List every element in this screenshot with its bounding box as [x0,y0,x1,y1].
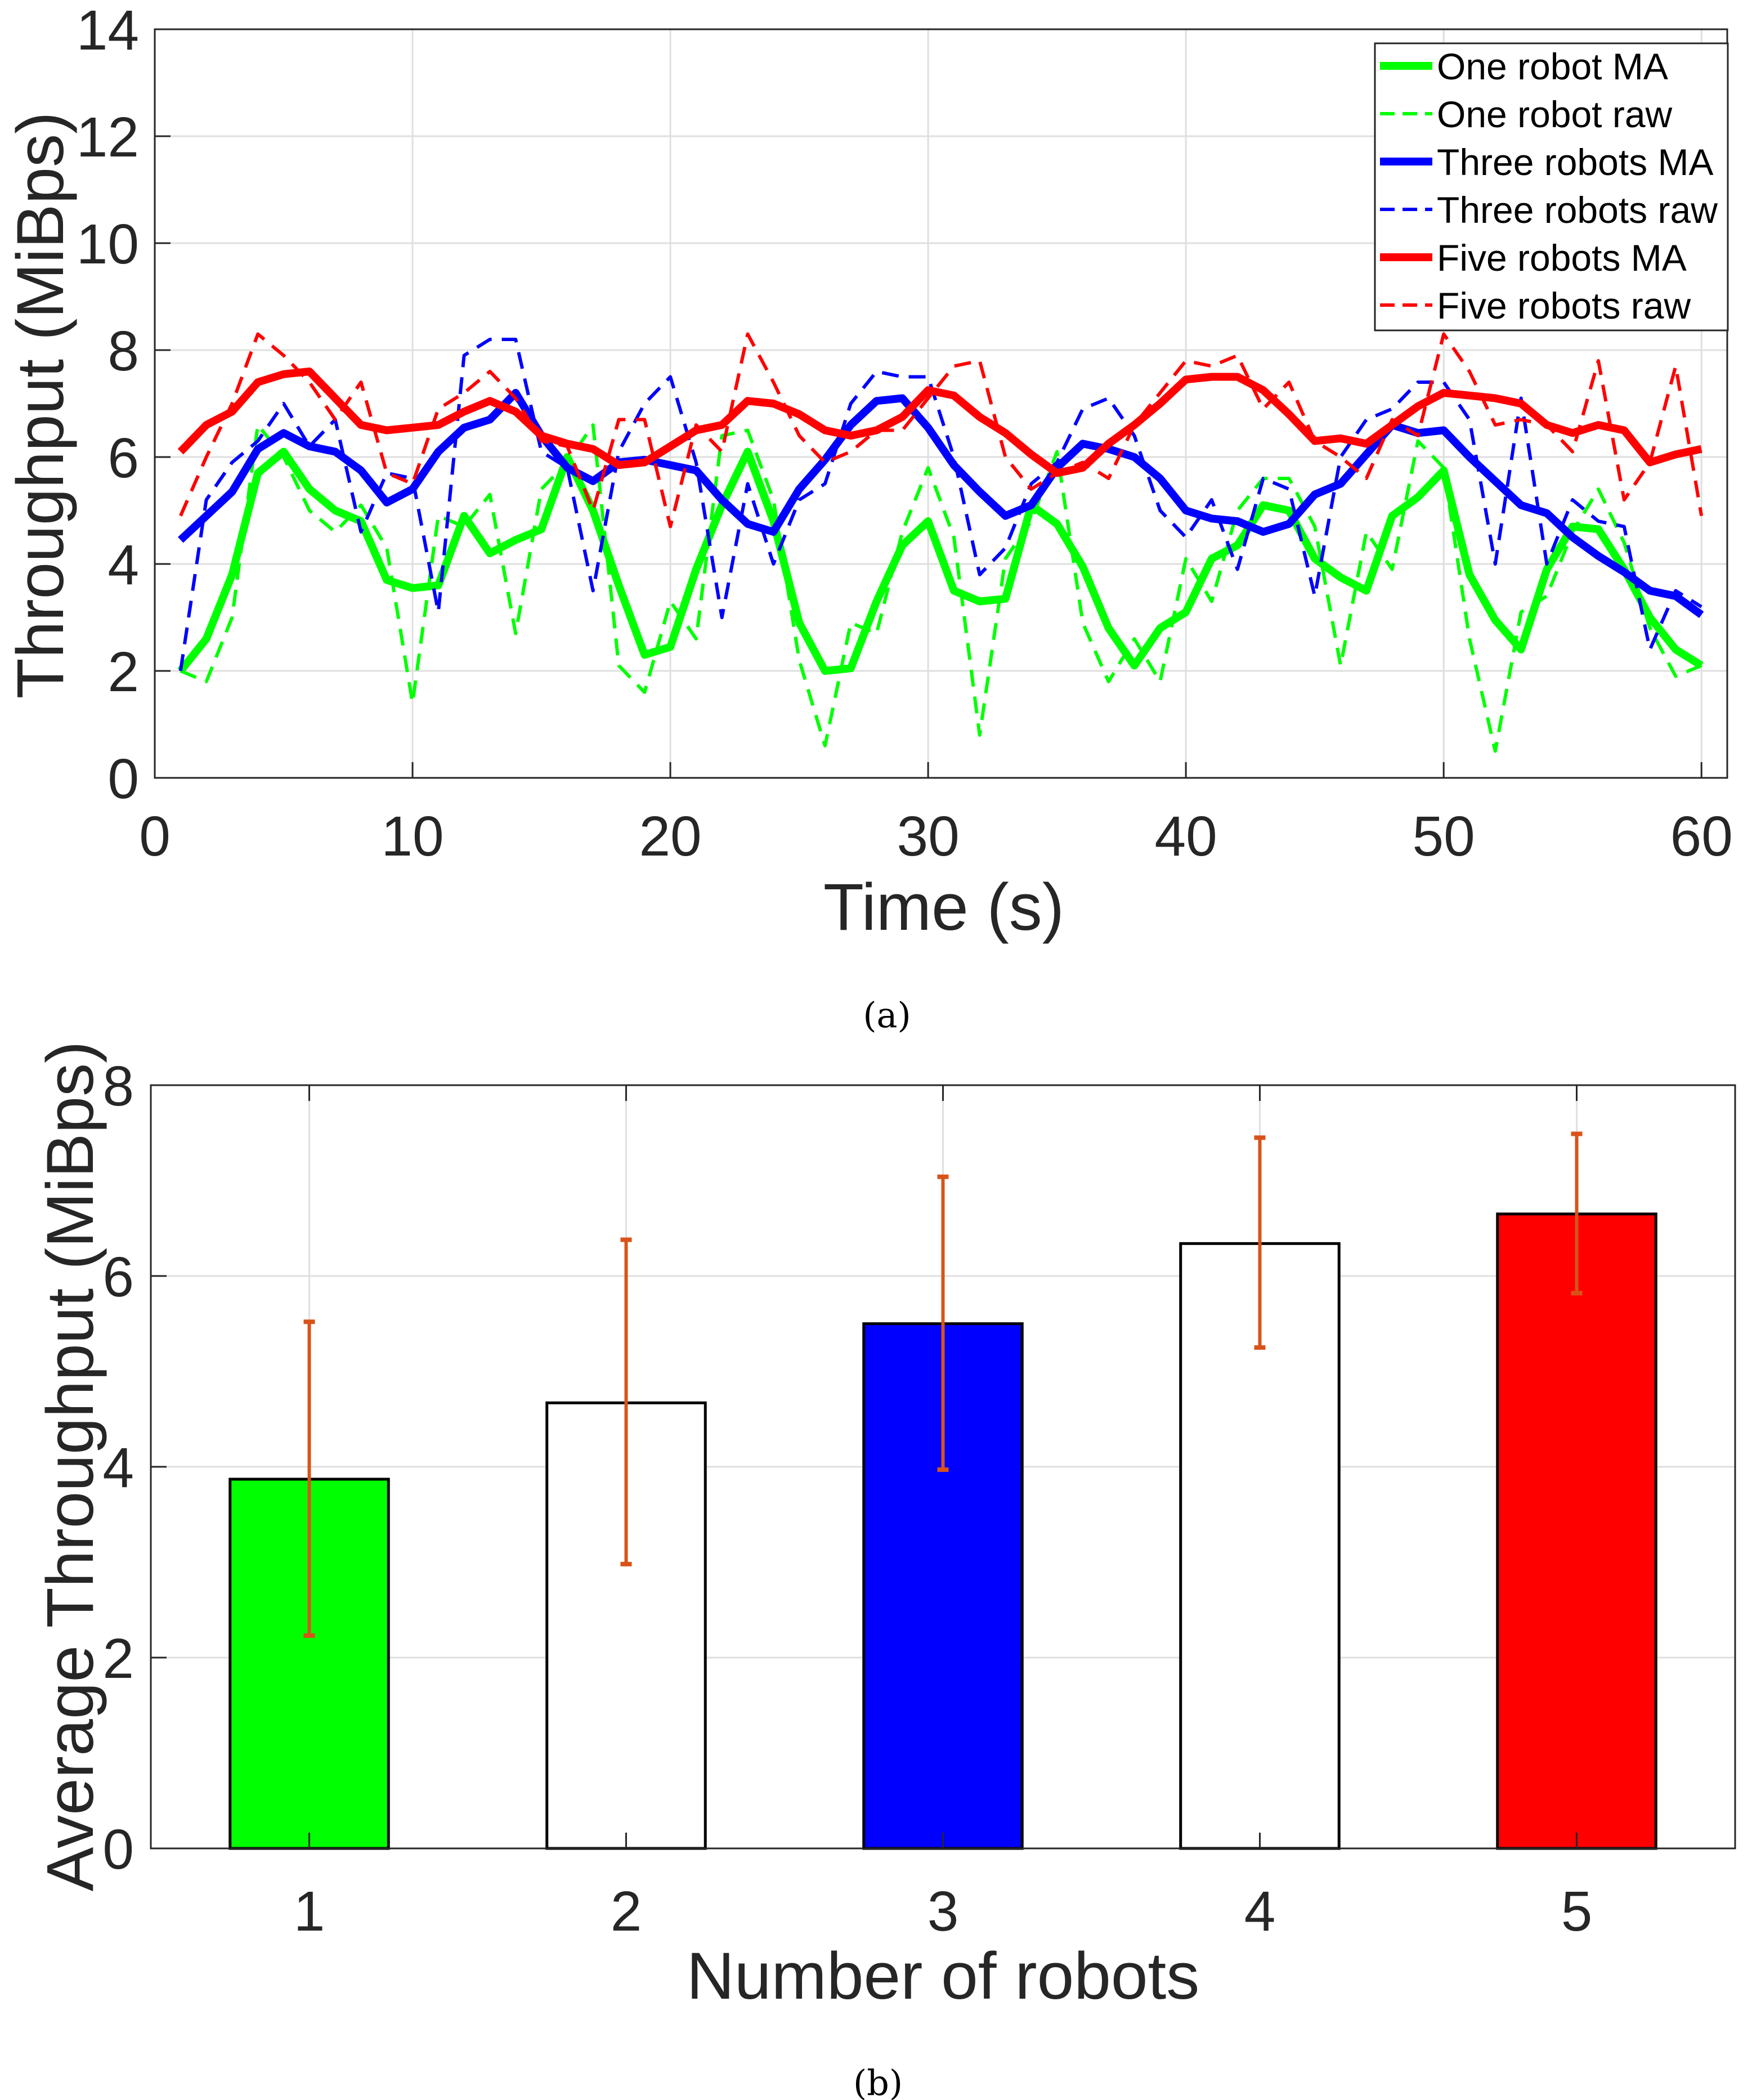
series-line-three-robots-ma [178,389,1704,618]
error-bar-3 [937,1174,949,1472]
legend-item: Five robots raw [1380,285,1691,326]
x-tick-label: 40 [1155,805,1217,868]
x-tick-label: 0 [139,805,171,868]
axes-box [154,28,1728,779]
y-tick-label: 0 [107,747,139,811]
legend-item: One robot MA [1380,46,1668,87]
bar-5 [1496,1212,1657,1850]
caption-a: (a) [863,995,911,1036]
legend-label: One robot raw [1437,93,1673,135]
x-axis-label: Number of robots [687,1939,1200,2013]
y-tick-label: 2 [102,1627,134,1690]
error-bar-4 [1254,1135,1266,1350]
error-bar-2 [620,1237,632,1566]
x-tick-label: 4 [1244,1880,1276,1943]
legend-item: Five robots MA [1380,237,1687,279]
y-axis-label: Throughput (MiBps) [3,112,78,699]
legend-item: One robot raw [1380,93,1673,135]
y-tick-label: 4 [107,534,139,597]
y-axis-label: Average Throughput (MiBps) [33,1041,107,1892]
legend-box [1374,42,1729,332]
legend-label: Three robots raw [1437,189,1718,231]
y-tick-label: 8 [107,320,139,383]
legend-item: Three robots raw [1380,189,1718,231]
error-bar-5 [1571,1131,1583,1296]
caption-b: (b) [853,2062,903,2100]
x-tick-label: 50 [1413,805,1475,868]
series-line-three-robots-raw [178,338,1702,671]
x-tick-label: 2 [611,1880,642,1943]
y-tick-label: 2 [107,641,139,704]
x-tick-label: 30 [897,805,959,868]
y-tick-label: 12 [77,106,139,169]
series-line-one-robot-raw [180,423,1702,753]
legend-label: One robot MA [1437,46,1668,87]
y-tick-label: 4 [102,1436,134,1499]
x-tick-label: 1 [294,1880,325,1943]
y-tick-label: 8 [102,1055,134,1118]
y-tick-label: 10 [77,213,139,276]
y-tick-label: 0 [102,1818,134,1881]
legend-item: Three robots MA [1380,141,1714,183]
y-tick-label: 6 [107,427,139,490]
error-bar-1 [303,1319,315,1638]
x-tick-label: 20 [639,805,701,868]
y-tick-label: 6 [102,1246,134,1309]
line-chart-throughput-over-time: 0 10 20 30 40 50 60 0 2 4 6 8 10 12 14 Time (s) Throughp… [3,0,1733,944]
x-tick-label: 60 [1670,805,1733,868]
y-tick-label: 14 [77,0,139,62]
x-tick-label: 3 [927,1880,959,1943]
legend: One robot MA One robot raw Three robots MA… [1374,42,1729,332]
series-line-five-robots-raw [179,332,1704,529]
x-tick-label: 10 [381,805,443,868]
x-tick-label: 5 [1561,1880,1593,1943]
x-axis-label: Time (s) [823,870,1064,944]
legend-label: Five robots MA [1437,237,1687,279]
legend-label: Five robots raw [1437,285,1691,326]
bar-chart-average-throughput: 0 2 4 6 8 1 2 3 4 5 Number of robots Average Throug… [33,1041,1736,2013]
axes-box [150,1084,1736,1850]
legend-label: Three robots MA [1437,141,1714,183]
